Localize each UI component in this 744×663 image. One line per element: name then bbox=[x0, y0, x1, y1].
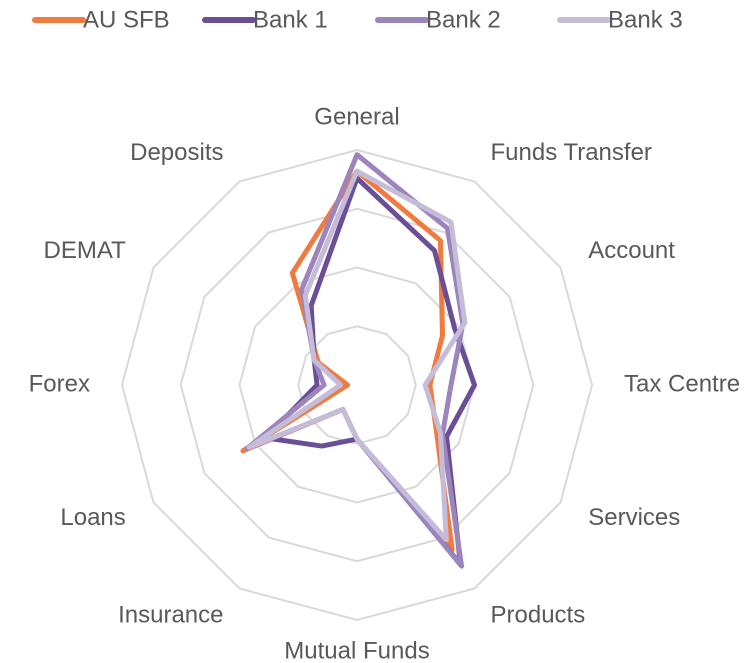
legend-label: Bank 3 bbox=[608, 6, 683, 33]
series-line bbox=[244, 152, 466, 569]
series-line bbox=[240, 168, 455, 553]
category-label: Loans bbox=[60, 504, 125, 531]
category-label: General bbox=[314, 103, 399, 130]
category-label: Deposits bbox=[130, 139, 223, 166]
category-label: Services bbox=[588, 504, 680, 531]
category-label: Tax Centre bbox=[624, 370, 740, 397]
legend-label: Bank 1 bbox=[253, 6, 328, 33]
category-label: Mutual Funds bbox=[284, 637, 429, 663]
category-label: DEMAT bbox=[44, 237, 127, 264]
grid-ring bbox=[238, 266, 476, 504]
grid-ring bbox=[120, 148, 594, 622]
series-line bbox=[246, 168, 468, 543]
legend-label: Bank 2 bbox=[426, 6, 501, 33]
grid-ring bbox=[179, 207, 535, 563]
grid-ring bbox=[297, 325, 417, 445]
legend-label: AU SFB bbox=[83, 6, 170, 33]
category-label: Account bbox=[588, 237, 675, 264]
category-label: Insurance bbox=[118, 602, 223, 629]
category-label: Forex bbox=[29, 370, 90, 397]
category-label: Products bbox=[491, 602, 586, 629]
category-label: Funds Transfer bbox=[491, 139, 652, 166]
